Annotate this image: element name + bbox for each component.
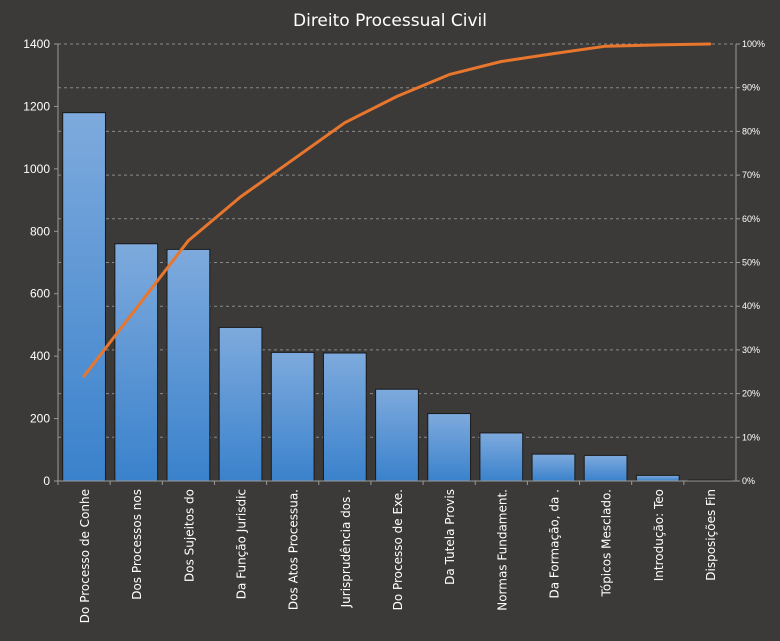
- y2-tick-label: 0%: [742, 476, 755, 486]
- y2-tick-label: 100%: [742, 39, 765, 49]
- y2-tick-label: 10%: [742, 432, 760, 442]
- x-tick-label: Jurisprudência dos .: [339, 489, 353, 608]
- x-tick-label: Da Tutela Provis: [443, 489, 457, 585]
- cumulative-line: [82, 42, 712, 378]
- y2-tick-label: 30%: [742, 345, 760, 355]
- x-tick-label: Normas Fundament.: [495, 489, 509, 611]
- y-tick-label: 600: [30, 287, 50, 301]
- bar: [218, 326, 263, 482]
- bar: [427, 413, 472, 482]
- bar: [375, 388, 419, 482]
- bar: [322, 352, 367, 482]
- y2-tick-label: 80%: [742, 126, 760, 136]
- bar: [479, 432, 524, 482]
- bar: [114, 243, 159, 482]
- bars: [62, 112, 732, 482]
- y2-tick-label: 20%: [742, 389, 760, 399]
- y2-tick-label: 70%: [742, 170, 760, 180]
- x-tick-label: Introdução: Teo: [652, 489, 666, 581]
- y-axis-left-ticks: 0 200 400 600 800 1000 1200 1400: [23, 37, 58, 488]
- bar: [166, 248, 211, 482]
- bar: [583, 454, 628, 482]
- y2-tick-label: 40%: [742, 301, 760, 311]
- y-tick-label: 1200: [23, 99, 50, 113]
- bar: [635, 474, 680, 482]
- y-tick-label: 0: [43, 474, 50, 488]
- bar: [62, 112, 106, 482]
- x-axis-ticks: Do Processo de Conhe Dos Processos nos Dos…: [57, 481, 718, 623]
- x-tick-label: Do Processo de Conhe: [78, 489, 92, 623]
- x-tick-label: Dos Processos nos: [130, 489, 144, 600]
- y-tick-label: 1400: [23, 37, 50, 51]
- y2-tick-label: 60%: [742, 214, 760, 224]
- x-tick-label: Do Processo de Exe.: [391, 489, 405, 610]
- y-axis-right-ticks: 0% 10% 20% 30% 40% 50% 60% 70% 80% 90% 100%: [736, 39, 765, 486]
- bar: [531, 453, 576, 482]
- gridlines: [58, 43, 736, 482]
- y-tick-label: 800: [30, 224, 50, 238]
- chart-title: Direito Processual Civil: [293, 11, 487, 31]
- y2-tick-label: 50%: [742, 258, 760, 268]
- x-tick-label: Da Formação, da .: [548, 489, 562, 599]
- y-tick-label: 1000: [23, 162, 50, 176]
- x-tick-label: Disposições Fin: [704, 489, 718, 581]
- bar: [270, 351, 315, 482]
- y-tick-label: 200: [30, 412, 50, 426]
- x-tick-label: Dos Sujeitos do: [182, 489, 196, 582]
- y-tick-label: 400: [30, 349, 50, 363]
- cumulative-percent-line: [82, 42, 712, 378]
- x-tick-label: Da Função Jurisdic: [235, 489, 249, 599]
- y2-tick-label: 90%: [742, 83, 760, 93]
- x-tick-label: Tópicos Mesclado.: [600, 489, 614, 597]
- x-tick-label: Dos Atos Processua.: [287, 489, 301, 610]
